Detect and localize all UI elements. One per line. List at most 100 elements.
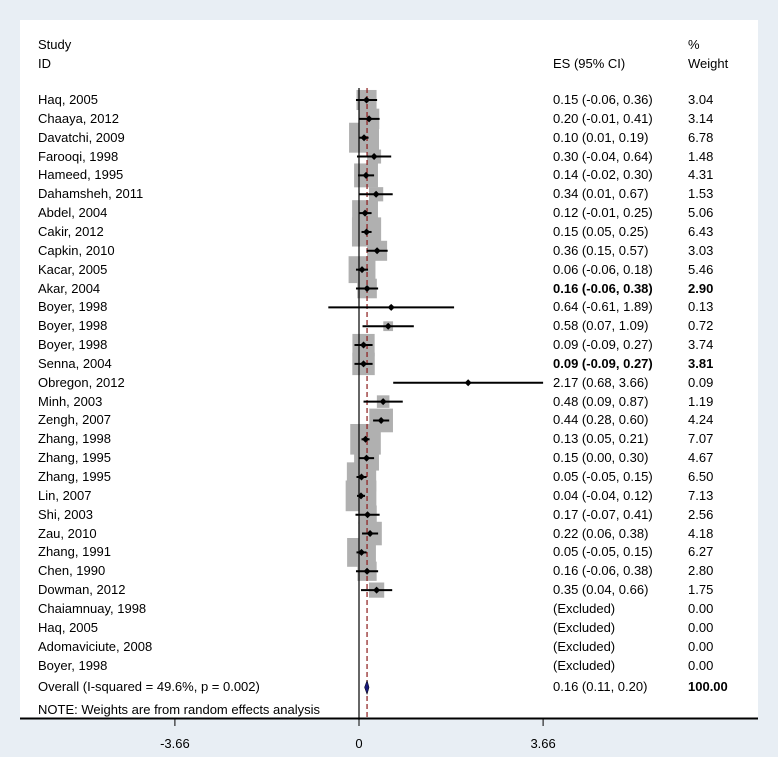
study-weight: 3.81 [688, 355, 714, 371]
study-label: Zau, 2010 [38, 525, 97, 541]
point-estimate [373, 247, 381, 255]
study-ci: 0.48 (0.09, 0.87) [553, 393, 649, 409]
point-estimate [366, 530, 374, 538]
study-ci: 0.30 (-0.04, 0.64) [553, 148, 653, 164]
point-estimate [358, 548, 366, 556]
point-estimate [363, 454, 371, 462]
header-es: ES (95% CI) [553, 56, 626, 71]
study-label: Senna, 2004 [38, 355, 112, 371]
study-weight: 0.09 [688, 374, 714, 390]
study-ci: 0.09 (-0.09, 0.27) [553, 337, 653, 353]
study-weight: 0.00 [688, 638, 714, 654]
study-ci: 0.06 (-0.06, 0.18) [553, 261, 653, 277]
study-weight: 4.24 [688, 412, 714, 428]
study-weight: 3.03 [688, 242, 714, 258]
point-estimate [377, 416, 385, 424]
study-ci: 0.09 (-0.09, 0.27) [553, 355, 653, 371]
point-estimate [373, 586, 381, 594]
point-estimate [358, 473, 366, 481]
study-label: Hameed, 1995 [38, 167, 124, 183]
study-label: Chaaya, 2012 [38, 110, 119, 126]
point-estimate [360, 360, 368, 368]
study-weight: 4.31 [688, 167, 714, 183]
study-label: Lin, 2007 [38, 487, 92, 503]
point-estimate [363, 567, 371, 575]
study-weight: 3.04 [688, 92, 714, 107]
point-estimate [379, 398, 387, 406]
study-weight: 5.46 [688, 261, 714, 277]
study-weight: 6.43 [688, 223, 714, 239]
study-weight: 2.80 [688, 563, 714, 579]
overall-ci: 0.16 (0.11, 0.20) [553, 679, 648, 695]
x-tick-label: -3.66 [160, 736, 190, 751]
note-text: NOTE: Weights are from random effects an… [38, 702, 321, 717]
study-weight: 1.48 [688, 148, 714, 164]
study-ci: 0.04 (-0.04, 0.12) [553, 487, 653, 503]
header-id: ID [38, 56, 51, 71]
point-estimate [362, 171, 370, 179]
study-label: Haq, 2005 [38, 619, 98, 635]
study-ci: 2.17 (0.68, 3.66) [553, 374, 649, 390]
point-estimate [372, 190, 380, 198]
study-label: Kacar, 2005 [38, 261, 108, 277]
point-estimate [464, 379, 472, 387]
study-ci: 0.35 (0.04, 0.66) [553, 582, 649, 598]
study-weight: 5.06 [688, 205, 714, 221]
study-ci: 0.22 (0.06, 0.38) [553, 525, 649, 541]
point-estimate [370, 153, 378, 161]
study-ci: 0.15 (-0.06, 0.36) [553, 92, 653, 107]
x-tick-label: 3.66 [530, 736, 556, 751]
study-weight: 0.72 [688, 318, 714, 334]
study-ci: (Excluded) [553, 638, 616, 654]
study-weight: 2.56 [688, 506, 714, 522]
study-label: Zengh, 2007 [38, 412, 112, 428]
study-ci: 0.12 (-0.01, 0.25) [553, 205, 653, 221]
study-weight: 6.27 [688, 544, 714, 560]
study-label: Dowman, 2012 [38, 582, 126, 598]
study-weight: 1.19 [688, 393, 714, 409]
study-weight: 0.13 [688, 299, 714, 315]
study-label: Boyer, 1998 [38, 318, 108, 334]
study-ci: (Excluded) [553, 657, 616, 673]
study-label: Farooqi, 1998 [38, 148, 119, 164]
study-ci: 0.10 (0.01, 0.19) [553, 129, 649, 145]
study-label: Zhang, 1991 [38, 544, 112, 560]
point-estimate [357, 492, 365, 500]
study-label: Boyer, 1998 [38, 657, 108, 673]
study-weight: 0.00 [688, 619, 714, 635]
study-label: Obregon, 2012 [38, 374, 125, 390]
study-weight: 6.50 [688, 469, 714, 484]
point-estimate [363, 228, 371, 236]
chart-panel [20, 20, 758, 718]
point-estimate [384, 322, 392, 330]
study-label: Zhang, 1998 [38, 431, 112, 447]
study-ci: 0.15 (0.00, 0.30) [553, 450, 649, 466]
study-label: Capkin, 2010 [38, 242, 115, 258]
overall-weight: 100.00 [688, 679, 728, 695]
study-ci: 0.17 (-0.07, 0.41) [553, 506, 653, 522]
study-ci: 0.15 (0.05, 0.25) [553, 223, 649, 239]
study-ci: 0.05 (-0.05, 0.15) [553, 544, 653, 560]
study-weight: 4.67 [688, 450, 714, 466]
point-estimate [358, 266, 366, 274]
study-label: Boyer, 1998 [38, 299, 108, 315]
study-weight: 1.75 [688, 582, 714, 598]
study-ci: 0.05 (-0.05, 0.15) [553, 469, 653, 484]
study-ci: 0.20 (-0.01, 0.41) [553, 110, 653, 126]
study-weight: 4.18 [688, 525, 714, 541]
study-label: Adomaviciute, 2008 [38, 638, 153, 654]
study-weight: 7.13 [688, 487, 714, 503]
point-estimate [360, 341, 368, 349]
study-ci: (Excluded) [553, 600, 616, 616]
study-weight: 7.07 [688, 431, 714, 447]
header-pct: % [688, 37, 700, 52]
study-weight: 1.53 [688, 186, 714, 202]
point-estimate [364, 511, 372, 519]
header-weight: Weight [688, 56, 729, 71]
study-label: Minh, 2003 [38, 393, 103, 409]
point-estimate [387, 303, 395, 311]
study-label: Dahamsheh, 2011 [38, 186, 144, 202]
study-ci: (Excluded) [553, 619, 616, 635]
study-label: Zhang, 1995 [38, 469, 112, 484]
